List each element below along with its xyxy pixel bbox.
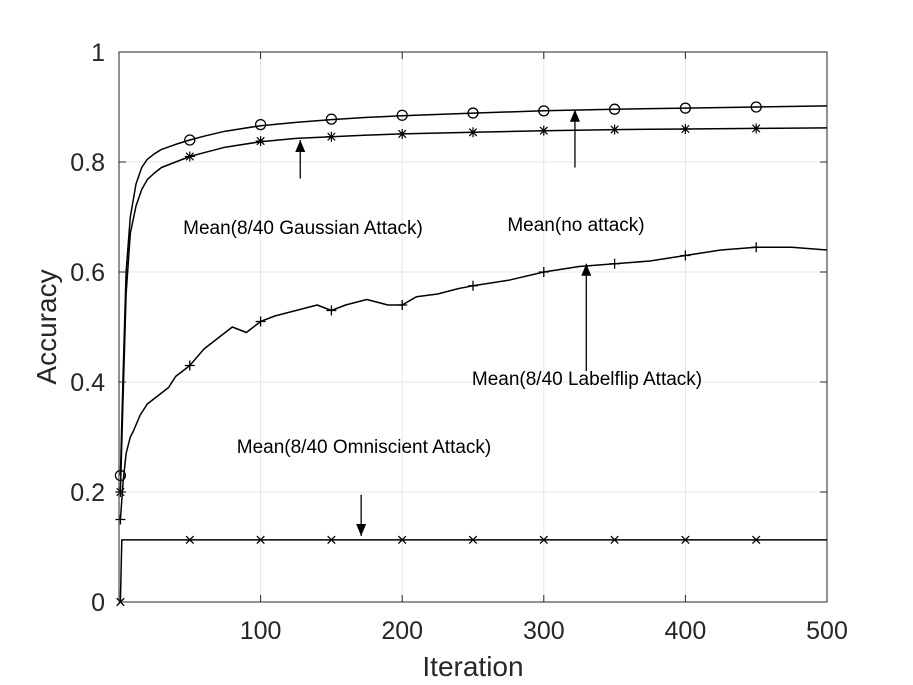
annotation-arrow-head [356,524,367,536]
x-marker [751,535,761,545]
x-tick-label: 300 [523,617,565,645]
annotation-label: Mean(8/40 Labelflip Attack) [472,369,702,390]
plus-marker [326,305,337,316]
plus-marker [468,280,478,291]
circle-marker [184,134,196,146]
annotation-label: Mean(8/40 Gaussian Attack) [183,218,423,239]
y-tick-label: 0.2 [70,479,105,507]
circle-marker [679,102,692,114]
plus-marker [751,242,762,253]
plus-marker [609,258,620,269]
circle-marker [750,101,762,113]
y-axis-label: Accuracy [31,269,62,384]
asterisk-marker [255,136,266,147]
x-marker [468,535,478,545]
plus-marker [184,360,195,371]
x-marker [397,535,407,545]
x-tick-label: 500 [806,617,848,645]
series-line [119,539,827,603]
x-marker [185,535,195,545]
series-line [119,105,828,476]
plus-marker [680,250,691,261]
plus-marker [255,316,266,327]
y-tick-label: 0.4 [70,369,105,397]
series-line [119,127,828,493]
x-tick-label: 100 [240,617,282,645]
annotation-arrow-head [581,263,592,276]
x-marker [539,535,549,545]
asterisk-marker [468,127,478,138]
x-tick-label: 200 [381,617,423,645]
series-line [119,246,828,520]
y-tick-label: 1 [91,39,105,67]
plot-background [119,52,827,602]
circle-marker [396,109,408,121]
x-tick-label: 400 [665,617,707,645]
circle-marker [254,118,267,131]
asterisk-marker [397,128,408,139]
x-marker [610,535,619,545]
asterisk-marker [326,131,337,142]
plus-marker [538,267,549,277]
annotation-arrow-head [569,109,580,122]
x-marker [681,535,690,545]
plus-marker [115,514,126,525]
asterisk-marker [680,124,691,134]
circle-marker [467,107,479,119]
series-layer [114,101,828,607]
asterisk-marker [184,151,195,162]
axes [118,51,828,603]
x-marker [327,535,336,545]
axes-box [118,51,828,603]
asterisk-marker [538,125,549,136]
annotation-arrow-head [295,140,306,152]
x-marker [256,535,265,545]
tick-labels: 100 200 300 400 500 0 0.2 0.4 0.6 0.8 1 [70,39,848,645]
plus-marker [397,300,408,310]
y-tick-label: 0 [91,589,105,617]
asterisk-marker [609,124,620,135]
y-tick-label: 0.8 [70,149,105,177]
circle-marker [608,103,621,115]
annotation-label: Mean(no attack) [507,215,644,236]
annotation-layer: Mean(8/40 Gaussian Attack) Mean(no attack… [183,109,702,536]
circle-marker [325,113,338,125]
asterisk-marker [751,123,762,134]
annotation-label: Mean(8/40 Omniscient Attack) [237,437,492,458]
y-tick-label: 0.6 [70,259,105,287]
circle-marker [538,105,550,117]
x-axis-label: Iteration [422,651,523,682]
